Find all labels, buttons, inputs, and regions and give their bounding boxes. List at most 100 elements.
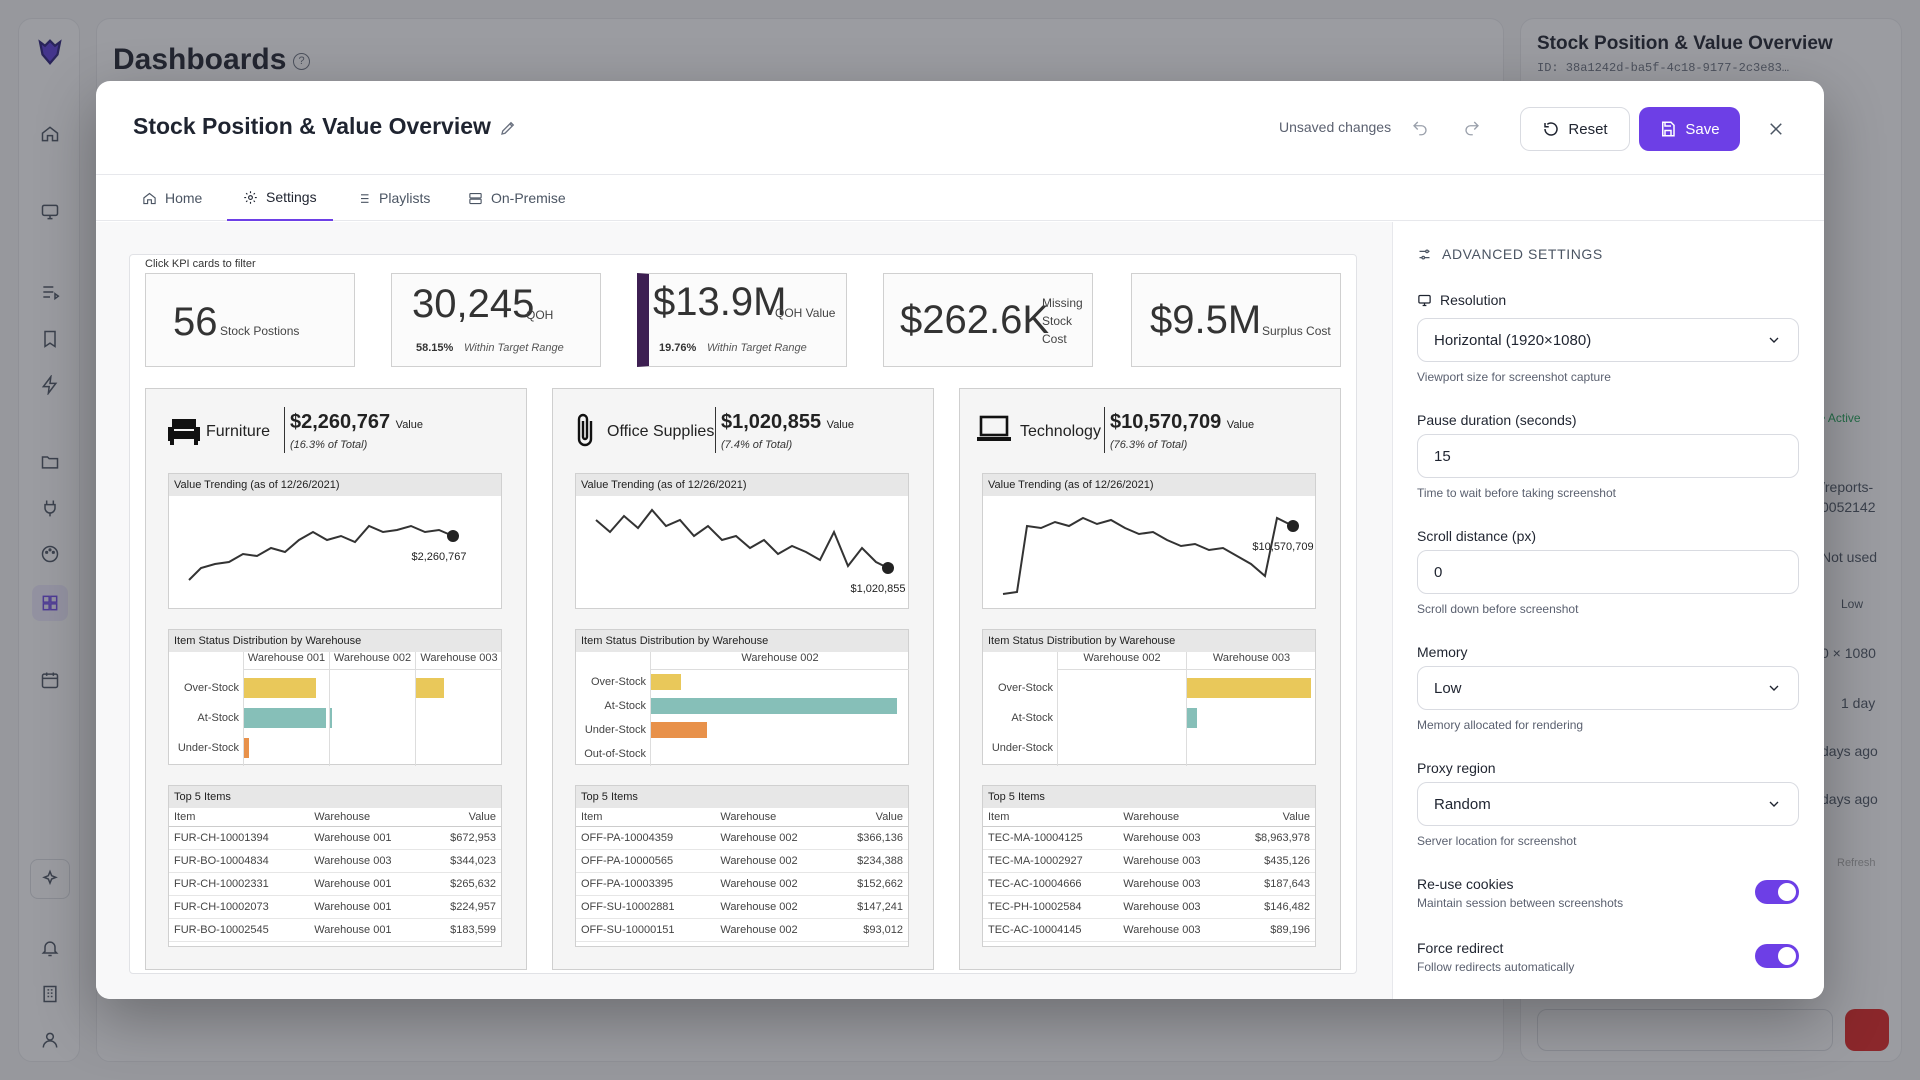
reset-button[interactable]: Reset bbox=[1520, 107, 1630, 151]
table-row[interactable]: OFF-SU-10002881 Warehouse 002 $147,241 bbox=[576, 895, 908, 919]
cell: FUR-CH-10002073 bbox=[169, 895, 310, 919]
tab-on-premise-label: On-Premise bbox=[491, 190, 566, 206]
sparkle-icon[interactable] bbox=[30, 859, 70, 899]
bar-over-stock[interactable] bbox=[651, 674, 681, 690]
kpi-percent: 58.15% bbox=[416, 342, 454, 354]
cell: Warehouse 002 bbox=[715, 826, 833, 850]
table-row[interactable]: FUR-CH-10002073 Warehouse 001 $224,957 bbox=[169, 895, 501, 919]
redirect-toggle[interactable] bbox=[1755, 944, 1799, 968]
monitor-icon[interactable] bbox=[35, 197, 65, 227]
kpi-label-line1: Missing bbox=[1042, 296, 1083, 310]
path-text-2: 0052142 bbox=[1821, 499, 1876, 515]
tab-home[interactable]: Home bbox=[126, 175, 218, 221]
dashboard-canvas: Click KPI cards to filter 56 Stock Posti… bbox=[129, 254, 1357, 974]
cell: FUR-CH-10001394 bbox=[169, 826, 310, 850]
table-row[interactable]: OFF-PA-10004359 Warehouse 002 $366,136 bbox=[576, 826, 908, 850]
home-icon[interactable] bbox=[35, 119, 65, 149]
proxy-select[interactable]: Random bbox=[1417, 782, 1799, 826]
redo-icon[interactable] bbox=[1461, 117, 1483, 139]
bell-icon[interactable] bbox=[35, 933, 65, 963]
dashboard-grid-icon[interactable] bbox=[32, 585, 68, 621]
delete-button[interactable] bbox=[1845, 1009, 1889, 1051]
kpi-card-qoh[interactable]: 30,245 QOH 58.15% Within Target Range bbox=[391, 273, 601, 367]
bar-at-stock[interactable] bbox=[651, 698, 897, 714]
bar-at-stock[interactable] bbox=[330, 708, 332, 728]
bookmark-icon[interactable] bbox=[35, 324, 65, 354]
category-value: $1,020,855 Value bbox=[721, 411, 854, 434]
bar-at-stock[interactable] bbox=[244, 708, 326, 728]
status-label: Out-of-Stock bbox=[584, 748, 646, 760]
table-row[interactable]: FUR-BO-10004834 Warehouse 003 $344,023 bbox=[169, 849, 501, 873]
copy-button[interactable] bbox=[1537, 1009, 1833, 1051]
table-row[interactable]: TEC-AC-10004666 Warehouse 003 $187,643 bbox=[983, 872, 1315, 896]
category-value-amount: $2,260,767 bbox=[290, 411, 391, 433]
bar-over-stock[interactable] bbox=[244, 678, 316, 698]
bar-under-stock[interactable] bbox=[651, 722, 707, 738]
tab-settings[interactable]: Settings bbox=[227, 175, 333, 221]
top-title: Top 5 Items bbox=[169, 786, 501, 808]
cell: Warehouse 003 bbox=[1118, 872, 1231, 896]
warehouse-header: Warehouse 002 bbox=[1057, 652, 1186, 670]
memory-select[interactable]: Low bbox=[1417, 666, 1799, 710]
sliders-icon bbox=[1419, 249, 1430, 259]
modal-header: Stock Position & Value Overview Unsaved … bbox=[96, 81, 1824, 175]
table-row[interactable]: OFF-SU-10000151 Warehouse 002 $93,012 bbox=[576, 918, 908, 942]
save-icon bbox=[1662, 121, 1676, 137]
undo-icon[interactable] bbox=[1409, 117, 1431, 139]
close-icon[interactable] bbox=[1764, 117, 1788, 141]
table-row[interactable]: TEC-MA-10002927 Warehouse 003 $435,126 bbox=[983, 849, 1315, 873]
warehouse-header: Warehouse 003 bbox=[415, 652, 502, 670]
value-trend-chart: Value Trending (as of 12/26/2021) $10,57… bbox=[982, 473, 1316, 609]
bar-at-stock[interactable] bbox=[1187, 708, 1197, 728]
tab-home-label: Home bbox=[165, 190, 203, 206]
table-row[interactable]: FUR-CH-10001394 Warehouse 001 $672,953 bbox=[169, 826, 501, 850]
save-button[interactable]: Save bbox=[1639, 107, 1740, 151]
pause-input[interactable]: 15 bbox=[1417, 434, 1799, 478]
bar-over-stock[interactable] bbox=[416, 678, 444, 698]
cell: TEC-MA-10004125 bbox=[983, 826, 1119, 850]
tab-playlists[interactable]: Playlists bbox=[340, 175, 446, 221]
kpi-card-stock-positions[interactable]: 56 Stock Postions bbox=[145, 273, 355, 367]
warehouse-header: Warehouse 002 bbox=[650, 652, 909, 670]
lightning-icon[interactable] bbox=[35, 370, 65, 400]
palette-icon[interactable] bbox=[35, 539, 65, 569]
resolution-select[interactable]: Horizontal (1920×1080) bbox=[1417, 318, 1799, 362]
status-label: Over-Stock bbox=[590, 676, 646, 688]
logo-icon[interactable] bbox=[35, 37, 65, 67]
table-row[interactable]: FUR-BO-10002545 Warehouse 001 $183,599 bbox=[169, 918, 501, 942]
scroll-input[interactable]: 0 bbox=[1417, 550, 1799, 594]
calendar-icon[interactable] bbox=[35, 665, 65, 695]
table-row[interactable]: OFF-PA-10003395 Warehouse 002 $152,662 bbox=[576, 872, 908, 896]
reset-icon bbox=[1544, 122, 1559, 136]
bar-under-stock[interactable] bbox=[244, 738, 249, 758]
table-row[interactable]: OFF-PA-10000565 Warehouse 002 $234,388 bbox=[576, 849, 908, 873]
folder-icon[interactable] bbox=[35, 447, 65, 477]
cell: TEC-MA-10002927 bbox=[983, 849, 1119, 873]
cell: Warehouse 002 bbox=[715, 849, 833, 873]
table-row[interactable]: TEC-PH-10002584 Warehouse 003 $146,482 bbox=[983, 895, 1315, 919]
updated-text: days ago bbox=[1821, 791, 1878, 807]
pencil-icon[interactable] bbox=[499, 119, 517, 137]
table-row[interactable]: FUR-CH-10002331 Warehouse 001 $265,632 bbox=[169, 872, 501, 896]
bar-over-stock[interactable] bbox=[1187, 678, 1311, 698]
kpi-card-surplus-cost[interactable]: $9.5M Surplus Cost bbox=[1131, 273, 1341, 367]
tab-on-premise[interactable]: On-Premise bbox=[452, 175, 582, 221]
user-icon[interactable] bbox=[35, 1025, 65, 1055]
advanced-settings-panel: ADVANCED SETTINGS Resolution Horizontal … bbox=[1392, 222, 1824, 999]
kpi-card-qoh-value[interactable]: $13.9M QOH Value 19.76% Within Target Ra… bbox=[637, 273, 847, 367]
cookies-toggle[interactable] bbox=[1755, 880, 1799, 904]
building-icon[interactable] bbox=[35, 979, 65, 1009]
kpi-card-missing-stock-cost[interactable]: $262.6K Missing Stock Cost bbox=[883, 273, 1093, 367]
cell: $8,963,978 bbox=[1230, 826, 1315, 850]
advanced-settings-heading: ADVANCED SETTINGS bbox=[1417, 246, 1603, 262]
memory-help: Memory allocated for rendering bbox=[1417, 718, 1584, 732]
help-icon[interactable]: ? bbox=[293, 53, 310, 70]
kpi-note: Within Target Range bbox=[464, 342, 564, 354]
cell: $152,662 bbox=[832, 872, 908, 896]
playlist-icon[interactable] bbox=[35, 277, 65, 307]
plug-icon[interactable] bbox=[35, 493, 65, 523]
category-percent: (76.3% of Total) bbox=[1110, 439, 1188, 451]
table-row[interactable]: TEC-AC-10004145 Warehouse 003 $89,196 bbox=[983, 918, 1315, 942]
gear-icon bbox=[244, 190, 257, 204]
table-row[interactable]: TEC-MA-10004125 Warehouse 003 $8,963,978 bbox=[983, 826, 1315, 850]
